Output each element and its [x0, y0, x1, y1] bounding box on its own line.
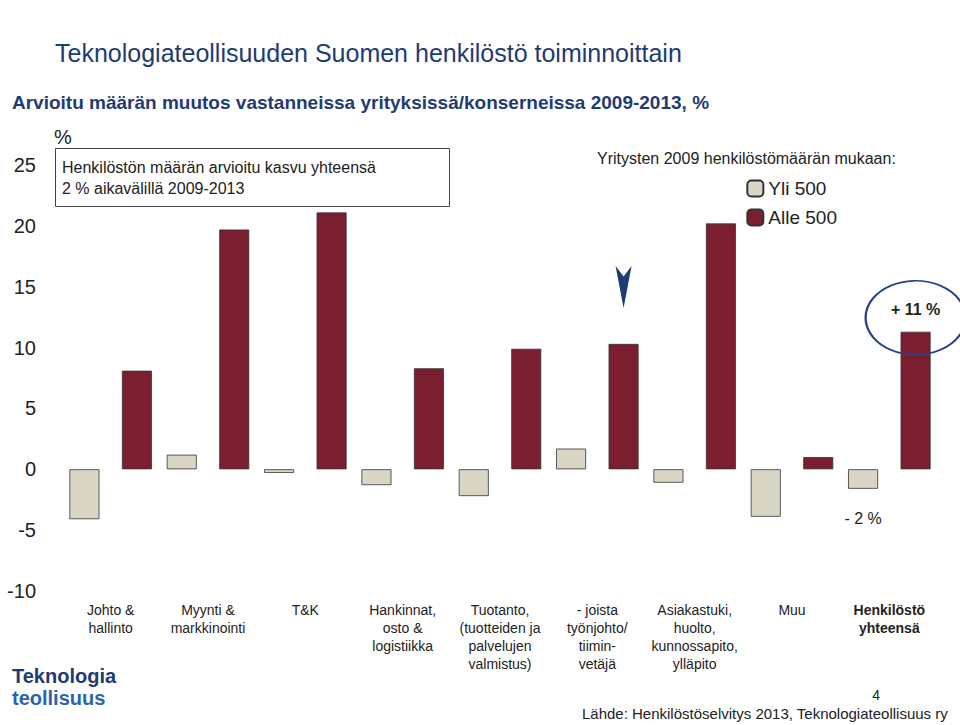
svg-text:yhteensä: yhteensä [859, 620, 920, 636]
svg-text:+ 11 %: + 11 % [891, 301, 940, 318]
svg-text:Asiakastuki,: Asiakastuki, [657, 602, 732, 618]
svg-text:Henkilöstö: Henkilöstö [854, 602, 926, 618]
svg-text:markkinointi: markkinointi [171, 620, 246, 636]
svg-text:ylläpito: ylläpito [673, 656, 717, 672]
svg-text:5: 5 [25, 397, 36, 419]
svg-text:Teknologia: Teknologia [12, 665, 117, 687]
svg-text:työnjohto/: työnjohto/ [567, 620, 628, 636]
svg-text:Yritysten 2009 henkilöstömäärä: Yritysten 2009 henkilöstömäärän mukaan: [597, 150, 896, 167]
svg-text:osto &: osto & [383, 620, 423, 636]
svg-text:Henkilöstön määrän arvioitu ka: Henkilöstön määrän arvioitu kasvu yhteen… [62, 159, 376, 176]
svg-text:tiimin-: tiimin- [579, 638, 617, 654]
svg-text:palvelujen: palvelujen [468, 638, 531, 654]
svg-text:Myynti &: Myynti & [181, 602, 235, 618]
svg-text:2 % aikavälillä 2009-2013: 2 % aikavälillä 2009-2013 [62, 180, 244, 197]
svg-text:valmistus): valmistus) [468, 656, 531, 672]
svg-text:Johto &: Johto & [87, 602, 135, 618]
svg-text:vetäjä: vetäjä [579, 656, 617, 672]
svg-text:Tuotanto,: Tuotanto, [471, 602, 530, 618]
svg-text:huolto,: huolto, [674, 620, 716, 636]
svg-text:25: 25 [14, 154, 36, 176]
svg-text:0: 0 [25, 458, 36, 480]
svg-text:%: % [54, 126, 72, 148]
svg-text:(tuotteiden ja: (tuotteiden ja [460, 620, 541, 636]
svg-text:Hankinnat,: Hankinnat, [369, 602, 436, 618]
svg-text:Yli 500: Yli 500 [768, 178, 826, 199]
svg-text:- joista: - joista [577, 602, 618, 618]
svg-text:4: 4 [872, 687, 880, 703]
svg-text:- 2 %: - 2 % [844, 510, 881, 527]
svg-text:10: 10 [14, 337, 36, 359]
svg-text:kunnossapito,: kunnossapito, [651, 638, 737, 654]
svg-text:20: 20 [14, 215, 36, 237]
svg-text:teollisuus: teollisuus [12, 687, 105, 709]
svg-text:hallinto: hallinto [88, 620, 133, 636]
svg-text:-5: -5 [18, 519, 36, 541]
svg-text:15: 15 [14, 276, 36, 298]
svg-text:T&K: T&K [292, 602, 320, 618]
svg-text:logistiikka: logistiikka [372, 638, 433, 654]
svg-text:Alle 500: Alle 500 [768, 207, 837, 228]
svg-text:Muu: Muu [778, 602, 805, 618]
svg-text:Teknologiateollisuuden Suomen: Teknologiateollisuuden Suomen henkilöstö… [55, 39, 682, 67]
svg-text:Arvioitu määrän muutos vastann: Arvioitu määrän muutos vastanneissa yrit… [12, 92, 709, 113]
svg-text:Lähde: Henkilöstöselvitys 2013: Lähde: Henkilöstöselvitys 2013, Teknolog… [582, 705, 948, 722]
svg-text:-10: -10 [7, 580, 36, 602]
